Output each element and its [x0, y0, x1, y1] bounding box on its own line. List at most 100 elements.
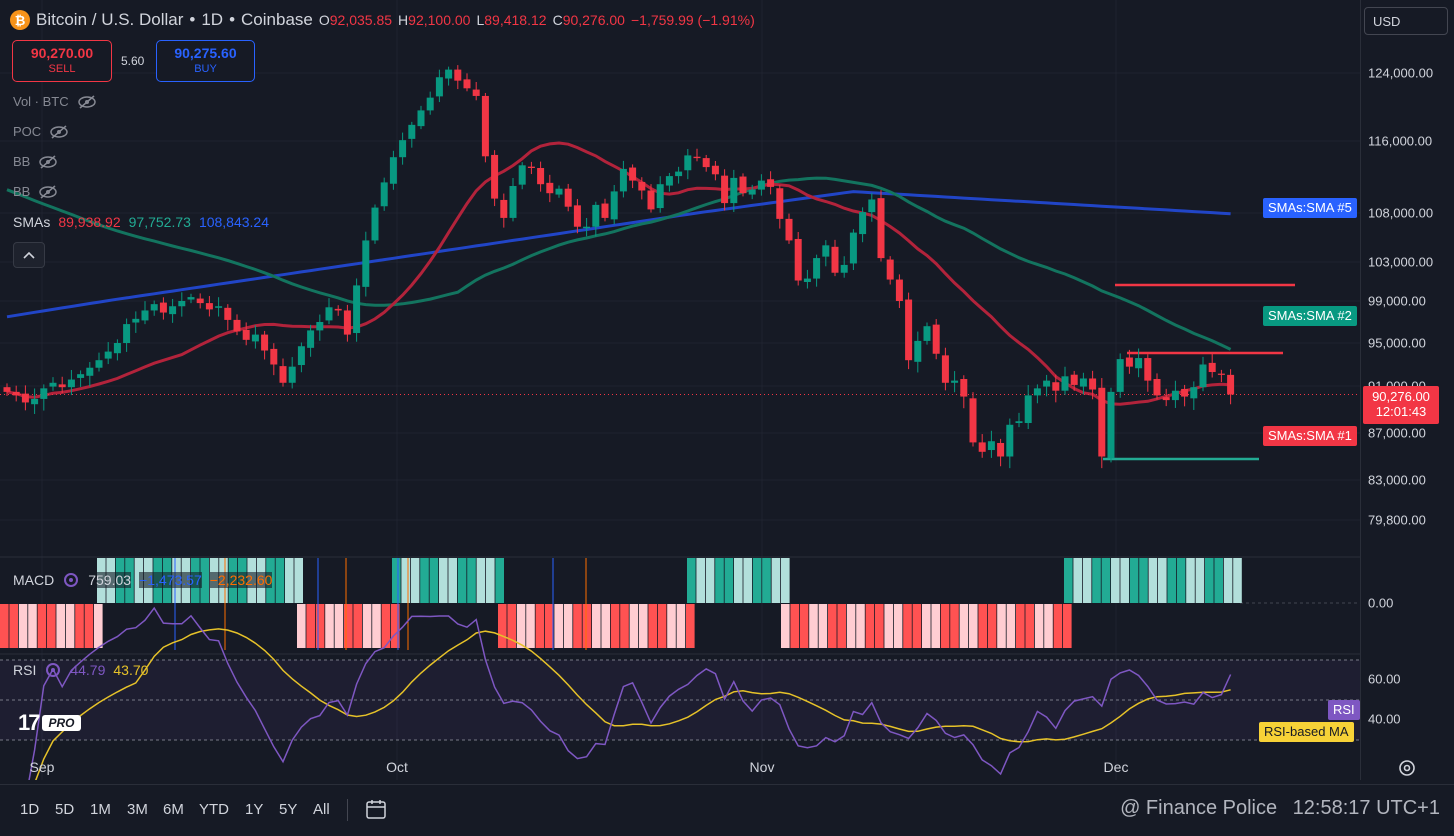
candle-body: [389, 157, 397, 184]
sma200-line: [6, 190, 1231, 319]
macd-histogram-bar: [1082, 558, 1092, 603]
candle-body: [343, 310, 351, 335]
candle-body: [31, 398, 39, 405]
pro-badge: PRO: [42, 715, 81, 731]
timeframe-ytd[interactable]: YTD: [199, 801, 229, 818]
hidden-eye-icon[interactable]: [38, 154, 58, 169]
rsi-ma-tag: RSI-based MA: [1259, 722, 1354, 742]
macd-histogram-bar: [334, 604, 344, 648]
candle-body: [776, 188, 784, 219]
candle-body: [868, 199, 876, 213]
timeframe-5d[interactable]: 5D: [55, 801, 75, 818]
sma2-tag: SMAs:SMA #2: [1263, 306, 1357, 326]
candle-body: [67, 379, 75, 388]
date-label: Nov: [749, 759, 775, 775]
candle-body: [739, 176, 747, 194]
candle-body: [583, 226, 591, 229]
candle-body: [21, 393, 29, 403]
candle-body: [353, 285, 361, 334]
currency-select[interactable]: USD: [1364, 7, 1448, 35]
macd-legend[interactable]: MACD 759.03 −1,473.57 −2,232.60: [13, 571, 273, 589]
legend-smas[interactable]: SMAs 89,938.92 97,752.73 108,843.24: [13, 214, 269, 230]
interval-label[interactable]: 1D: [201, 10, 224, 29]
candle-body: [307, 330, 315, 348]
macd-histogram-bar: [884, 604, 893, 648]
buy-label: BUY: [194, 63, 217, 75]
buy-button[interactable]: 90,275.60 BUY: [156, 40, 255, 82]
rsi-ma-line: [35, 628, 1231, 780]
macd-histogram-bar: [285, 558, 294, 603]
symbol-title[interactable]: Bitcoin / U.S. Dollar: [36, 10, 184, 29]
candle-body: [77, 374, 85, 378]
candle-body: [849, 232, 857, 264]
candle-body: [969, 398, 977, 443]
macd-histogram-bar: [545, 604, 554, 648]
date-label: Sep: [29, 759, 55, 775]
open-label: O: [318, 12, 330, 28]
candle-body: [215, 306, 223, 308]
hidden-eye-icon[interactable]: [38, 184, 58, 199]
candle-body: [279, 366, 287, 383]
candle-body: [1098, 387, 1106, 457]
macd-histogram-bar: [875, 604, 884, 648]
macd-histogram-bar: [563, 604, 573, 648]
candle-body: [546, 182, 554, 194]
timeframe-5y[interactable]: 5Y: [279, 801, 298, 818]
macd-histogram-bar: [37, 604, 47, 648]
macd-histogram-bar: [752, 558, 762, 603]
rsi-legend[interactable]: RSI 44.79 43.70: [13, 661, 148, 679]
title-dot: •: [229, 10, 236, 29]
macd-histogram-bar: [18, 604, 28, 648]
candle-body: [435, 77, 443, 97]
price-tick: 108,000.00: [1368, 205, 1434, 221]
timeframe-3m[interactable]: 3M: [127, 801, 148, 818]
macd-histogram-bar: [837, 604, 846, 648]
legend-poc[interactable]: POC: [13, 124, 69, 139]
macd-histogram-bar: [381, 604, 391, 648]
macd-histogram-bar: [818, 604, 828, 648]
timeframe-1m[interactable]: 1M: [90, 801, 111, 818]
candle-body: [721, 175, 729, 204]
watermark-text: @ Finance Police: [1120, 797, 1278, 819]
sell-button[interactable]: 90,270.00 SELL: [12, 40, 112, 82]
utc-clock[interactable]: 12:58:17 UTC+1: [1292, 797, 1440, 819]
high-value: 92,100.00: [408, 12, 471, 28]
hidden-eye-icon[interactable]: [49, 124, 69, 139]
candle-body: [316, 322, 324, 331]
candle-body: [95, 360, 103, 368]
macd-histogram-bar: [620, 604, 629, 648]
settings-gear-icon[interactable]: [1397, 758, 1417, 778]
date-range-calendar-icon[interactable]: [364, 797, 388, 821]
timeframe-1y[interactable]: 1Y: [245, 801, 264, 818]
chart-plot-area[interactable]: [0, 0, 1360, 780]
macd-histogram-bar: [987, 604, 997, 648]
toolbar-divider: [347, 799, 348, 821]
exchange-label[interactable]: Coinbase: [241, 10, 313, 29]
last-price: 90,276.00: [1372, 389, 1430, 404]
macd-histogram-bar: [781, 558, 790, 603]
timeframe-1d[interactable]: 1D: [20, 801, 40, 818]
candle-body: [886, 259, 894, 280]
timeframe-all[interactable]: All: [313, 801, 330, 818]
macd-histogram-bar: [903, 604, 912, 648]
macd-histogram-bar: [1186, 558, 1195, 603]
candle-body: [1181, 388, 1189, 397]
legend-vol[interactable]: Vol · BTC: [13, 94, 97, 109]
hidden-eye-icon[interactable]: [77, 94, 97, 109]
macd-histogram-bar: [734, 558, 743, 603]
timeframe-6m[interactable]: 6M: [163, 801, 184, 818]
collapse-legend-button[interactable]: [13, 242, 45, 268]
candle-body: [675, 171, 683, 177]
macd-histogram-bar: [495, 558, 504, 603]
macd-histogram-bar: [846, 604, 856, 648]
candle-body: [1208, 362, 1216, 373]
legend-bb-1[interactable]: BB: [13, 154, 58, 169]
macd-histogram-bar: [1158, 558, 1167, 603]
legend-bb-2[interactable]: BB: [13, 184, 58, 199]
candle-body: [914, 340, 922, 362]
sma3-value: 108,843.24: [198, 214, 270, 230]
price-chart[interactable]: [0, 0, 1360, 780]
candle-body: [288, 366, 296, 383]
macd-histogram-bar: [362, 604, 372, 648]
macd-histogram-bar: [922, 604, 931, 648]
